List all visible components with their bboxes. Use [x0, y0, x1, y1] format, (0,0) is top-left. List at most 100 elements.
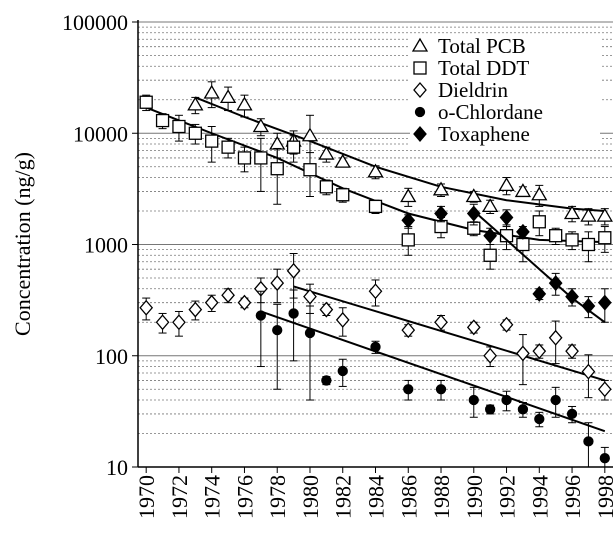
- marker-diamond: [368, 283, 383, 300]
- marker-square: [413, 61, 427, 75]
- x-tick-label: 1998: [593, 475, 613, 519]
- marker-circle: [566, 408, 578, 420]
- marker-diamond: [155, 314, 170, 331]
- marker-circle: [272, 324, 283, 336]
- marker-square: [434, 219, 448, 234]
- marker-square: [319, 180, 334, 194]
- marker-square: [401, 233, 415, 247]
- y-tick-label: 100: [95, 344, 128, 369]
- x-tick-label: 1974: [200, 475, 225, 519]
- marker-triangle: [465, 188, 482, 203]
- marker-circle: [288, 308, 299, 319]
- marker-diamond: [597, 294, 612, 311]
- x-tick-label: 1990: [462, 475, 487, 519]
- legend-label: Dieldrin: [438, 78, 508, 102]
- marker-circle: [435, 384, 447, 395]
- x-tick-label: 1978: [265, 475, 290, 519]
- marker-square: [270, 162, 284, 176]
- marker-diamond: [335, 311, 350, 328]
- marker-diamond: [466, 319, 481, 336]
- marker-circle: [414, 106, 426, 118]
- marker-circle: [485, 404, 496, 415]
- marker-diamond: [172, 314, 186, 331]
- marker-triangle: [531, 186, 548, 201]
- marker-circle: [583, 436, 594, 447]
- marker-diamond: [532, 285, 547, 302]
- marker-square: [581, 237, 596, 252]
- marker-diamond: [483, 347, 498, 364]
- marker-square: [532, 215, 546, 229]
- marker-diamond: [434, 314, 448, 331]
- y-axis-label: Concentration (ng/g): [10, 152, 35, 336]
- marker-circle: [501, 394, 512, 406]
- error-bar: [256, 137, 265, 192]
- marker-triangle: [580, 207, 597, 222]
- marker-diamond: [581, 363, 596, 380]
- marker-triangle: [498, 177, 515, 192]
- legend-bg: [410, 101, 600, 123]
- marker-triangle: [252, 118, 269, 133]
- legend-bg: [410, 57, 600, 79]
- marker-triangle: [411, 37, 429, 52]
- marker-triangle: [514, 183, 532, 198]
- marker-circle: [403, 384, 414, 395]
- y-tick-label: 1000: [84, 233, 128, 258]
- trend-line: [293, 285, 606, 382]
- marker-triangle: [482, 198, 499, 213]
- x-tick-label: 1992: [495, 475, 520, 519]
- x-tick-label: 1972: [167, 475, 192, 519]
- marker-circle: [468, 394, 479, 406]
- error-bar: [305, 305, 314, 401]
- marker-triangle: [236, 96, 253, 111]
- x-tick-label: 1988: [429, 475, 454, 519]
- marker-square: [221, 140, 235, 154]
- marker-triangle: [596, 207, 613, 222]
- marker-circle: [550, 394, 561, 406]
- trend-line: [260, 310, 606, 433]
- marker-diamond: [303, 288, 317, 305]
- marker-diamond: [466, 205, 481, 222]
- marker-diamond: [565, 343, 579, 360]
- marker-diamond: [139, 299, 154, 316]
- marker-circle: [304, 327, 316, 339]
- x-tick-label: 1976: [232, 475, 257, 519]
- marker-circle: [370, 341, 381, 353]
- x-tick-label: 1996: [560, 475, 585, 519]
- marker-diamond: [286, 262, 301, 279]
- marker-diamond: [516, 345, 530, 362]
- marker-triangle: [269, 135, 286, 150]
- marker-circle: [337, 365, 348, 377]
- marker-diamond: [221, 287, 235, 304]
- marker-triangle: [432, 181, 450, 196]
- marker-diamond: [401, 212, 416, 229]
- legend-label: Toxaphene: [438, 122, 530, 146]
- legend-label: o-Chlordane: [438, 100, 543, 124]
- legend-bg: [410, 35, 600, 57]
- marker-diamond: [532, 343, 547, 360]
- marker-square: [172, 119, 186, 134]
- legend-bg: [410, 123, 600, 145]
- marker-triangle: [301, 127, 319, 142]
- marker-square: [139, 95, 153, 109]
- x-tick-label: 1994: [527, 475, 552, 519]
- marker-diamond: [548, 275, 563, 292]
- trend-line: [194, 96, 605, 213]
- marker-diamond: [270, 275, 285, 292]
- marker-diamond: [413, 126, 427, 142]
- marker-diamond: [516, 223, 530, 240]
- marker-diamond: [581, 298, 596, 315]
- marker-triangle: [334, 153, 351, 168]
- marker-square: [155, 113, 170, 128]
- marker-square: [336, 188, 350, 202]
- error-bar: [273, 303, 282, 390]
- marker-square: [188, 126, 202, 140]
- y-tick-label: 10000: [73, 121, 128, 146]
- marker-circle: [517, 404, 529, 415]
- x-tick-label: 1982: [331, 475, 356, 519]
- x-tick-label: 1970: [134, 475, 159, 519]
- marker-square: [549, 229, 563, 243]
- legend-bg: [410, 79, 600, 101]
- marker-circle: [321, 375, 332, 386]
- legend-label: Total DDT: [438, 56, 529, 80]
- marker-diamond: [237, 294, 252, 311]
